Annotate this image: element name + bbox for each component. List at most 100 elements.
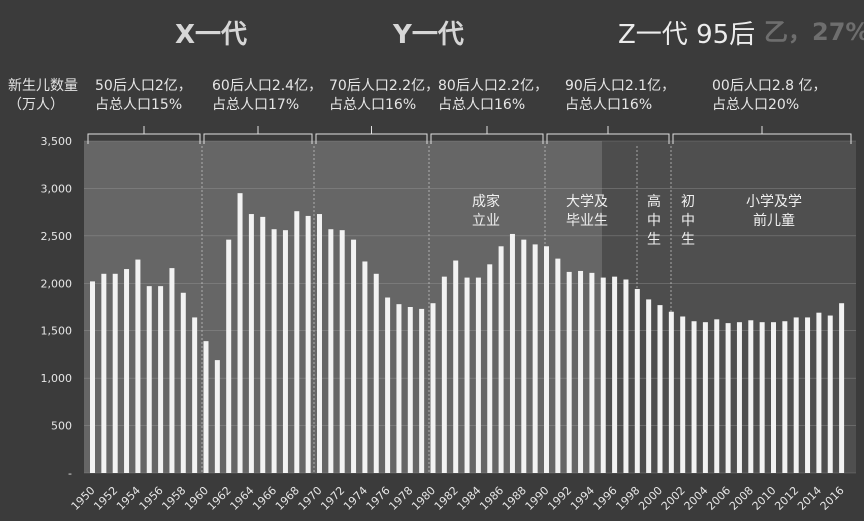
annotation-00s-line2: 占总人口20% [712,97,800,113]
annotation-50s-line1: 50后人口2亿， [95,78,192,94]
x-tick-label: 2004 [682,484,711,513]
annotation-50s: 50后人口2亿， 占总人口15% [95,77,192,115]
x-tick-label: 1972 [318,484,347,513]
bar [634,288,640,473]
generation-y-label: Y一代 [393,20,464,50]
x-tick-label: 1986 [477,484,506,513]
x-tick-label: 1966 [250,484,279,513]
generation-x-label: X一代 [175,20,248,50]
bar [759,322,765,473]
bar [373,273,379,473]
bar [646,299,652,473]
bar [555,258,561,473]
x-tick-label: 1954 [114,484,143,513]
bar [725,323,731,473]
bar [487,264,493,473]
bar [509,233,515,473]
bar [294,211,300,474]
bar [158,286,164,473]
annotation-90s: 90后人口2.1亿， 占总人口16% [565,77,675,115]
y-tick-label: 2,500 [41,230,73,243]
x-tick-label: 1984 [455,484,484,513]
stage-junior-high-label: 初 中 生 [681,194,695,248]
bar [589,272,595,473]
bar [260,216,266,473]
decade-bracket [87,126,201,144]
bar [793,317,799,473]
bar [566,271,572,473]
bar [714,319,720,473]
bar [90,281,95,473]
bar [124,269,130,473]
x-tick-label: 1964 [228,484,257,513]
x-tick-label: 1980 [409,484,438,513]
bar [441,276,447,473]
bar [498,246,504,473]
y-tick-label: 3,000 [41,182,73,195]
bar [544,246,549,473]
bar [396,304,402,473]
bar [691,321,697,473]
bar [328,229,334,473]
bar [351,239,357,473]
x-tick-label: 1998 [613,484,642,513]
x-tick-label: 2010 [750,484,779,513]
generation-z-label: Z一代 95后 [618,20,756,50]
decade-bracket [546,126,670,144]
annotation-70s: 70后人口2.2亿， 占总人口16% [329,77,439,115]
bar [453,260,459,473]
annotation-60s: 60后人口2.4亿， 占总人口17% [212,77,322,115]
annotation-00s-line1: 00后人口2.8 亿， [712,78,827,94]
x-tick-label: 1982 [432,484,461,513]
bar [771,322,776,473]
annotation-60s-line2: 占总人口17% [212,97,300,113]
x-tick-label: 1970 [296,484,325,513]
bar [214,360,220,473]
stage-high-school-label: 高 中 生 [647,194,661,248]
bar [419,308,425,473]
bar [782,321,788,473]
bar [532,244,538,473]
stage-primary-label: 小学及学 前儿童 [746,194,802,229]
x-tick-label: 1992 [545,484,574,513]
bar [736,322,742,473]
stage-college-label: 大学及 毕业生 [566,194,608,229]
bar [339,230,345,473]
annotation-50s-line2: 占总人口15% [95,97,183,113]
x-tick-label: 2016 [818,484,847,513]
annotation-90s-line2: 占总人口16% [565,97,653,113]
decade-bracket [430,126,544,144]
bar [680,316,686,473]
x-tick-label: 1960 [182,484,211,513]
bar [521,239,527,473]
annotation-90s-line1: 90后人口2.1亿， [565,78,676,94]
bar [578,270,584,473]
bar [112,273,118,473]
stage-established-label: 成家 立业 [472,194,500,229]
bar [600,277,606,473]
x-tick-label: 2002 [659,484,688,513]
x-tick-label: 1994 [568,484,597,513]
bar [362,261,368,473]
x-tick-label: 2008 [727,484,756,513]
y-tick-label: - [68,467,72,480]
bar [475,277,481,473]
decade-bracket [672,126,852,144]
annotation-70s-line2: 占总人口16% [329,97,417,113]
x-tick-label: 1962 [205,484,234,513]
bar [237,193,243,473]
decade-bracket [315,126,428,144]
bar [407,307,413,473]
annotation-80s-line2: 占总人口16% [438,97,526,113]
bar [317,214,322,474]
annotation-70s-line1: 70后人口2.2亿， [329,78,440,94]
annotation-00s: 00后人口2.8 亿， 占总人口20% [712,77,827,115]
bar [805,317,811,473]
x-tick-label: 1958 [159,484,188,513]
x-tick-label: 1988 [500,484,529,513]
overlapping-text: 乙，27% [764,18,864,46]
bar [305,215,311,474]
bar [827,315,833,473]
